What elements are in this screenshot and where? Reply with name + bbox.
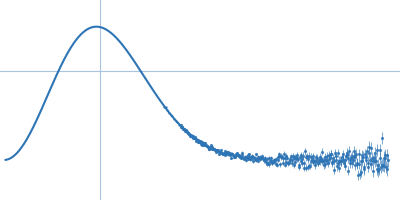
Point xyxy=(171,117,177,120)
Point xyxy=(191,137,197,140)
Point xyxy=(168,113,174,116)
Point xyxy=(164,108,170,111)
Point xyxy=(188,134,194,137)
Point xyxy=(189,135,196,138)
Point xyxy=(161,105,167,108)
Point xyxy=(169,115,176,118)
Point xyxy=(201,141,207,145)
Point xyxy=(166,111,172,114)
Point xyxy=(194,138,200,141)
Point xyxy=(184,130,190,133)
Point xyxy=(174,120,180,124)
Point xyxy=(181,128,187,131)
Point xyxy=(176,123,182,126)
Point xyxy=(192,138,199,141)
Point xyxy=(179,127,186,130)
Point xyxy=(196,139,202,142)
Point xyxy=(182,129,189,132)
Point xyxy=(199,142,206,145)
Point xyxy=(172,120,179,123)
Point xyxy=(186,133,192,136)
Point xyxy=(198,140,204,143)
Point xyxy=(162,106,169,109)
Point xyxy=(178,124,184,127)
